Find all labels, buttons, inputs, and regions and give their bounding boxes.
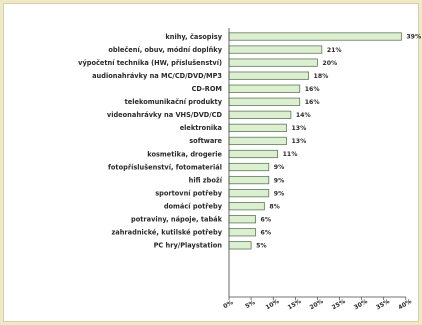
category-label: fotopříslušenství, fotomateriál	[108, 163, 222, 171]
bar	[228, 123, 287, 132]
value-label: 9%	[274, 177, 285, 184]
bar	[228, 241, 252, 250]
value-label: 6%	[261, 229, 272, 236]
bar	[228, 149, 279, 159]
category-label: potraviny, nápoje, tabák	[131, 216, 223, 224]
bar	[228, 202, 265, 211]
bar	[228, 32, 402, 41]
value-label: 16%	[305, 99, 320, 106]
value-label: 8%	[269, 203, 280, 210]
x-tick-label: 0%	[222, 299, 234, 310]
value-labels-group: 39% 21% 20% 18% 16% 16% 14% 13% 13% 11% 9% 9% 9% 8% 6%…	[256, 34, 421, 250]
value-label: 21%	[327, 47, 342, 54]
bar	[228, 84, 301, 93]
category-label: zahradnické, kutilské potřeby	[111, 229, 222, 237]
bar	[228, 58, 318, 67]
value-label: 5%	[256, 243, 267, 250]
value-label: 13%	[291, 125, 306, 132]
bars-group	[228, 32, 402, 250]
bar	[228, 189, 270, 198]
x-tick-label: 20%	[309, 298, 325, 311]
value-label: 18%	[314, 73, 329, 80]
category-label: kosmetika, drogerie	[147, 150, 222, 158]
x-tick-label: 10%	[264, 298, 280, 311]
bar	[228, 97, 301, 106]
category-label: CD-ROM	[192, 85, 222, 93]
value-label: 20%	[322, 60, 337, 67]
x-tick-label: 5%	[244, 299, 256, 310]
value-label: 16%	[305, 86, 320, 93]
bar	[228, 228, 256, 237]
x-tick-label: 40%	[397, 298, 413, 311]
category-label: elektronika	[180, 124, 222, 132]
bar	[228, 110, 292, 119]
value-label: 9%	[274, 190, 285, 197]
category-label: software	[189, 137, 222, 145]
category-label: výpočetní technika (HW, příslušenství)	[78, 58, 222, 67]
chart-frame	[3, 3, 419, 322]
category-label: telekomunikační produkty	[125, 98, 223, 106]
bar	[228, 45, 323, 54]
value-label: 9%	[274, 164, 285, 171]
value-label: 13%	[291, 138, 306, 145]
bar	[228, 71, 309, 80]
category-label: knihy, časopisy	[165, 33, 222, 41]
category-label: oblečení, obuv, módní doplňky	[108, 46, 222, 54]
bar	[228, 175, 270, 185]
category-label: sportovní potřeby	[155, 189, 223, 197]
x-tick-label: 30%	[353, 298, 369, 311]
value-label: 14%	[296, 112, 311, 119]
value-label: 11%	[283, 151, 298, 158]
category-label: audionahrávky na MC/CD/DVD/MP3	[92, 72, 222, 80]
bar	[228, 136, 287, 146]
category-label: videonahrávky na VHS/DVD/CD	[107, 111, 223, 119]
value-label: 6%	[261, 216, 272, 223]
x-tick-label: 15%	[287, 298, 303, 311]
category-label: domácí potřeby	[164, 202, 223, 210]
bar	[228, 215, 256, 224]
category-labels-group: knihy, časopisy oblečení, obuv, módní dop…	[78, 33, 223, 250]
category-label: PC hry/Playstation	[154, 242, 223, 250]
bar	[228, 162, 270, 172]
x-tick-label: 35%	[375, 298, 391, 311]
x-tick-label: 25%	[331, 298, 347, 311]
value-label: 39%	[406, 34, 421, 41]
category-label: hifi zboží	[189, 176, 223, 184]
